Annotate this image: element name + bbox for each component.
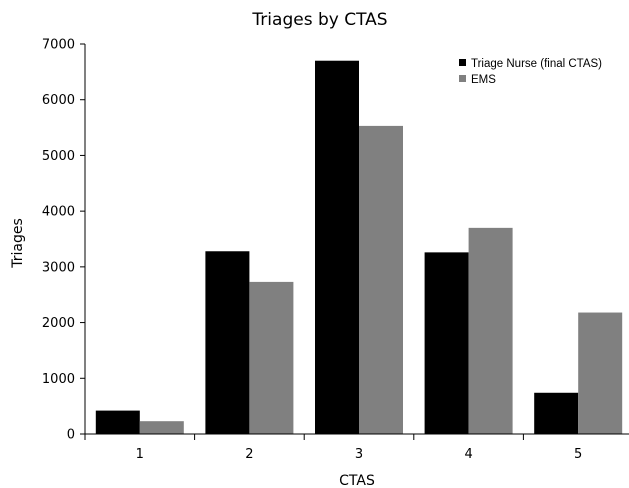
x-tick-label-3: 3 xyxy=(355,447,363,462)
bar-triage-nurse-ctas-1 xyxy=(95,410,140,434)
x-tick-label-1: 1 xyxy=(136,447,144,462)
bar-triage-nurse-ctas-3 xyxy=(315,60,359,434)
legend-label-triage-nurse: Triage Nurse (final CTAS) xyxy=(471,58,602,70)
x-axis-label: CTAS xyxy=(339,473,375,488)
y-tick-label-0: 0 xyxy=(67,428,75,443)
legend: Triage Nurse (final CTAS) EMS xyxy=(459,58,602,86)
legend-label-ems: EMS xyxy=(471,74,496,86)
bar-ems-ctas-5 xyxy=(578,312,623,434)
y-tick-label-1000: 1000 xyxy=(42,372,75,387)
y-tick-label-7000: 7000 xyxy=(42,38,75,53)
bar-triage-nurse-ctas-2 xyxy=(205,251,250,434)
y-axis-label: Triages xyxy=(10,218,26,269)
bar-triage-nurse-ctas-4 xyxy=(424,252,469,434)
bar-ems-ctas-4 xyxy=(468,227,513,434)
y-tick-label-6000: 6000 xyxy=(42,93,75,108)
y-tick-label-3000: 3000 xyxy=(42,260,75,275)
chart-title: Triages by CTAS xyxy=(251,10,387,30)
y-tick-label-4000: 4000 xyxy=(42,205,75,220)
plot-area: 0 1000 2000 3000 4000 5000 6000 7000 1 2 3 4 5 xyxy=(42,38,629,462)
bar-ems-ctas-1 xyxy=(139,421,184,434)
x-tick-label-4: 4 xyxy=(464,447,472,462)
bar-ems-ctas-2 xyxy=(249,281,294,434)
bar-triage-nurse-ctas-5 xyxy=(534,392,579,434)
bar-ems-ctas-3 xyxy=(359,125,403,435)
x-tick-label-5: 5 xyxy=(574,447,582,462)
legend-swatch-triage-nurse xyxy=(459,59,466,66)
x-tick-label-2: 2 xyxy=(245,447,253,462)
y-tick-label-2000: 2000 xyxy=(42,316,75,331)
y-tick-label-5000: 5000 xyxy=(42,149,75,164)
legend-swatch-ems xyxy=(459,75,466,82)
